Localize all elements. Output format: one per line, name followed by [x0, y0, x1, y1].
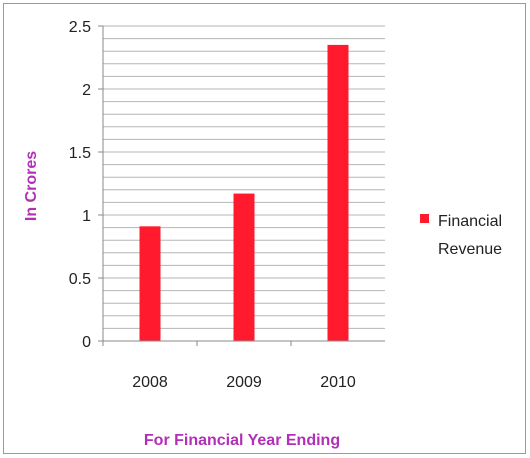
- y-tick-label: 1: [82, 208, 91, 225]
- chart-frame: [3, 3, 526, 454]
- x-tick-label: 2008: [132, 374, 168, 391]
- y-tick-label: 1.5: [69, 145, 91, 162]
- y-tick-label: 2: [82, 82, 91, 99]
- legend-swatch: [420, 214, 429, 223]
- y-tick-labels: 0 0.5 1 1.5 2 2.5: [69, 19, 103, 351]
- y-tick-label: 0.5: [69, 271, 91, 288]
- legend-label-line-2: Revenue: [438, 241, 502, 258]
- x-tick-label: 2010: [320, 374, 356, 391]
- y-tick-label: 0: [82, 334, 91, 351]
- bar-2009: [233, 193, 255, 341]
- x-tick-labels: 2008 2009 2010: [102, 341, 356, 391]
- y-tick-label: 2.5: [69, 19, 91, 36]
- y-axis-title: In Crores: [23, 151, 40, 221]
- legend: Financial Revenue: [420, 213, 502, 258]
- x-axis-title: For Financial Year Ending: [144, 432, 340, 449]
- bars: [139, 44, 349, 342]
- axes: [102, 26, 385, 342]
- bar-2010: [327, 44, 349, 342]
- x-tick-label: 2009: [226, 374, 262, 391]
- bar-2008: [139, 226, 161, 341]
- legend-label-line-1: Financial: [438, 213, 502, 230]
